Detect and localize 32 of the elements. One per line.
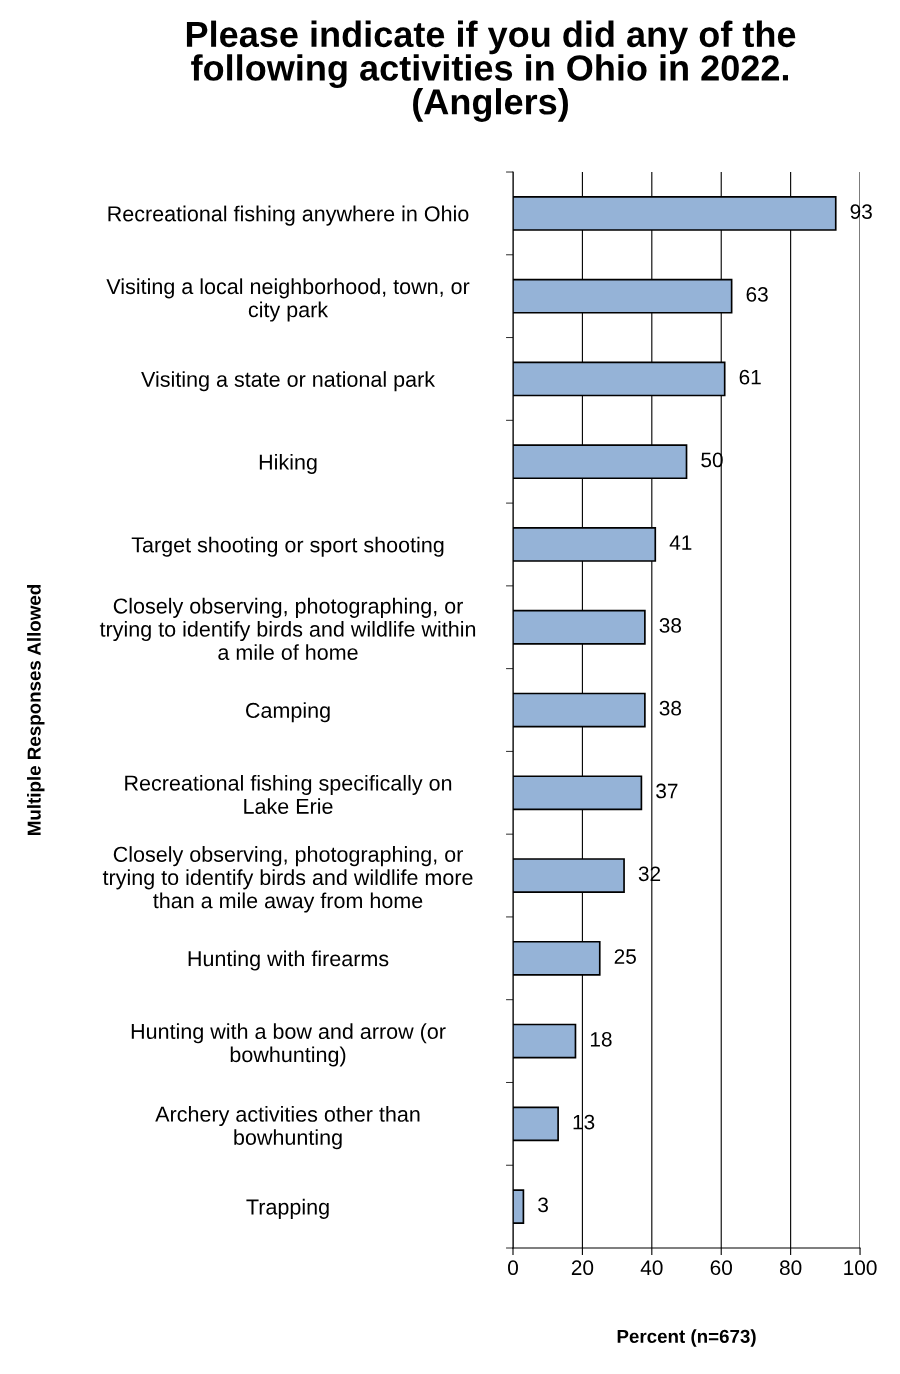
y-tick-label: Trapping <box>246 1198 329 1219</box>
data-label: 61 <box>739 369 761 385</box>
y-tick-label: Recreational fishing specifically on Lake Erie <box>125 774 452 814</box>
x-axis-title: Percent (n=673) <box>617 1329 756 1347</box>
data-label: 38 <box>659 618 682 633</box>
data-label: 3 <box>538 1197 548 1213</box>
y-tick-label: Archery activities other than bowhunting <box>155 1106 420 1150</box>
y-tick-label: Camping <box>246 702 330 723</box>
data-label: 93 <box>850 204 872 219</box>
y-tick-label: Target shooting or sport shooting <box>131 536 444 557</box>
y-tick-label: Hunting with firearms <box>188 950 389 971</box>
x-tick-label: 80 <box>779 1260 802 1276</box>
x-tick-label: 20 <box>571 1260 594 1276</box>
y-tick-label: Hiking <box>259 453 317 474</box>
y-tick-label: Recreational fishing anywhere in Ohio <box>108 205 469 226</box>
data-label: 38 <box>659 700 682 716</box>
y-tick-label: Closely observing, photographing, or trying to identify birds and wildlife within a mile of home <box>99 597 476 661</box>
y-tick-label: Visiting a local neighborhood, town, or city park <box>106 278 470 322</box>
y-tick-label: Closely observing, photographing, or trying to identify birds and wildlife more than a mile away from home <box>102 846 473 913</box>
data-label: 63 <box>746 287 768 302</box>
x-tick-label: 0 <box>508 1260 518 1276</box>
y-axis-title: Multiple Responses Allowed <box>27 585 45 835</box>
data-label: 41 <box>669 535 692 550</box>
y-tick-label: Visiting a state or national park <box>141 371 436 392</box>
x-tick-label: 40 <box>640 1260 663 1276</box>
data-label: 25 <box>614 949 636 964</box>
x-tick-label: 60 <box>710 1260 732 1276</box>
chart-title: Please indicate if you did any of the following activities in Ohio in 2022. (Anglers) <box>186 20 796 122</box>
data-label: 37 <box>656 783 678 799</box>
x-tick-label: 100 <box>844 1260 877 1276</box>
y-tick-label: Hunting with a bow and arrow (or bowhunting) <box>131 1023 446 1067</box>
data-label: 18 <box>590 1031 612 1047</box>
